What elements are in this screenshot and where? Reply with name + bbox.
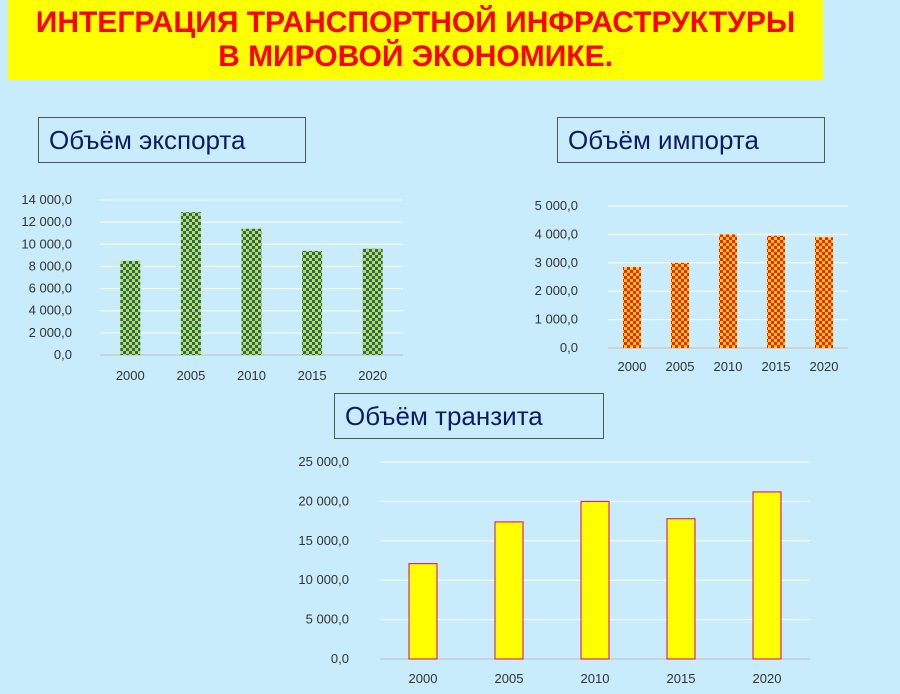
import-ytick-label: 2 000,0 — [535, 283, 578, 298]
export-category-label: 2005 — [176, 368, 205, 383]
transit-category-label: 2020 — [753, 671, 782, 686]
export-ytick-label: 4 000,0 — [29, 303, 72, 318]
transit-bar-2020 — [752, 491, 782, 660]
slide-title-line-1: ИНТЕГРАЦИЯ ТРАНСПОРТНОЙ ИНФРАСТРУКТУРЫ — [35, 6, 796, 39]
export-category-label: 2020 — [358, 368, 387, 383]
import-ytick-label: 1 000,0 — [535, 312, 578, 327]
import-category-label: 2010 — [714, 359, 743, 374]
transit-category-label: 2000 — [409, 671, 438, 686]
import-ytick-label: 4 000,0 — [535, 226, 578, 241]
import-bar-2015 — [767, 235, 785, 348]
import-category-label: 2015 — [762, 359, 791, 374]
transit-ytick-label: 0,0 — [331, 651, 349, 666]
import-category-label: 2020 — [810, 359, 839, 374]
transit-chart-title: Объём транзита — [334, 393, 604, 439]
transit-ytick-label: 10 000,0 — [298, 572, 349, 587]
export-ytick-label: 6 000,0 — [29, 281, 72, 296]
export-ytick-label: 10 000,0 — [21, 236, 72, 251]
transit-ytick-label: 5 000,0 — [306, 612, 349, 627]
import-bar-2005 — [671, 262, 689, 348]
export-category-label: 2015 — [298, 368, 327, 383]
import-bar-2010 — [719, 234, 737, 348]
title-banner: ИНТЕГРАЦИЯ ТРАНСПОРТНОЙ ИНФРАСТРУКТУРЫ В… — [8, 0, 823, 80]
import-ytick-label: 3 000,0 — [535, 255, 578, 270]
transit-bar-2005 — [494, 521, 524, 660]
transit-ytick-label: 20 000,0 — [298, 493, 349, 508]
export-category-label: 2000 — [116, 368, 145, 383]
export-ytick-label: 2 000,0 — [29, 325, 72, 340]
transit-category-label: 2015 — [667, 671, 696, 686]
import-bar-2000 — [623, 267, 641, 348]
slide-title-line-2: В МИРОВОЙ ЭКОНОМИКЕ. — [218, 40, 613, 73]
export-chart-title: Объём экспорта — [38, 117, 306, 163]
export-ytick-label: 0,0 — [54, 347, 72, 362]
transit-bar-2010 — [580, 500, 610, 660]
import-ytick-label: 5 000,0 — [535, 198, 578, 213]
import-bar-2020 — [815, 237, 833, 348]
export-category-label: 2010 — [237, 368, 266, 383]
transit-bar-2000 — [408, 563, 438, 660]
export-ytick-label: 12 000,0 — [21, 214, 72, 229]
export-ytick-label: 8 000,0 — [29, 258, 72, 273]
export-bar-2005 — [180, 212, 201, 355]
transit-ytick-label: 15 000,0 — [298, 533, 349, 548]
import-chart-title: Объём импорта — [557, 117, 825, 163]
import-category-label: 2005 — [666, 359, 695, 374]
export-bar-2000 — [120, 260, 141, 355]
transit-category-label: 2010 — [581, 671, 610, 686]
export-bar-2015 — [302, 250, 323, 355]
export-ytick-label: 14 000,0 — [21, 192, 72, 207]
export-bar-2010 — [241, 228, 262, 355]
export-bar-2020 — [362, 248, 383, 355]
transit-bar-2015 — [666, 518, 696, 660]
transit-ytick-label: 25 000,0 — [298, 454, 349, 469]
import-category-label: 2000 — [618, 359, 647, 374]
transit-category-label: 2005 — [495, 671, 524, 686]
import-ytick-label: 0,0 — [560, 340, 578, 355]
